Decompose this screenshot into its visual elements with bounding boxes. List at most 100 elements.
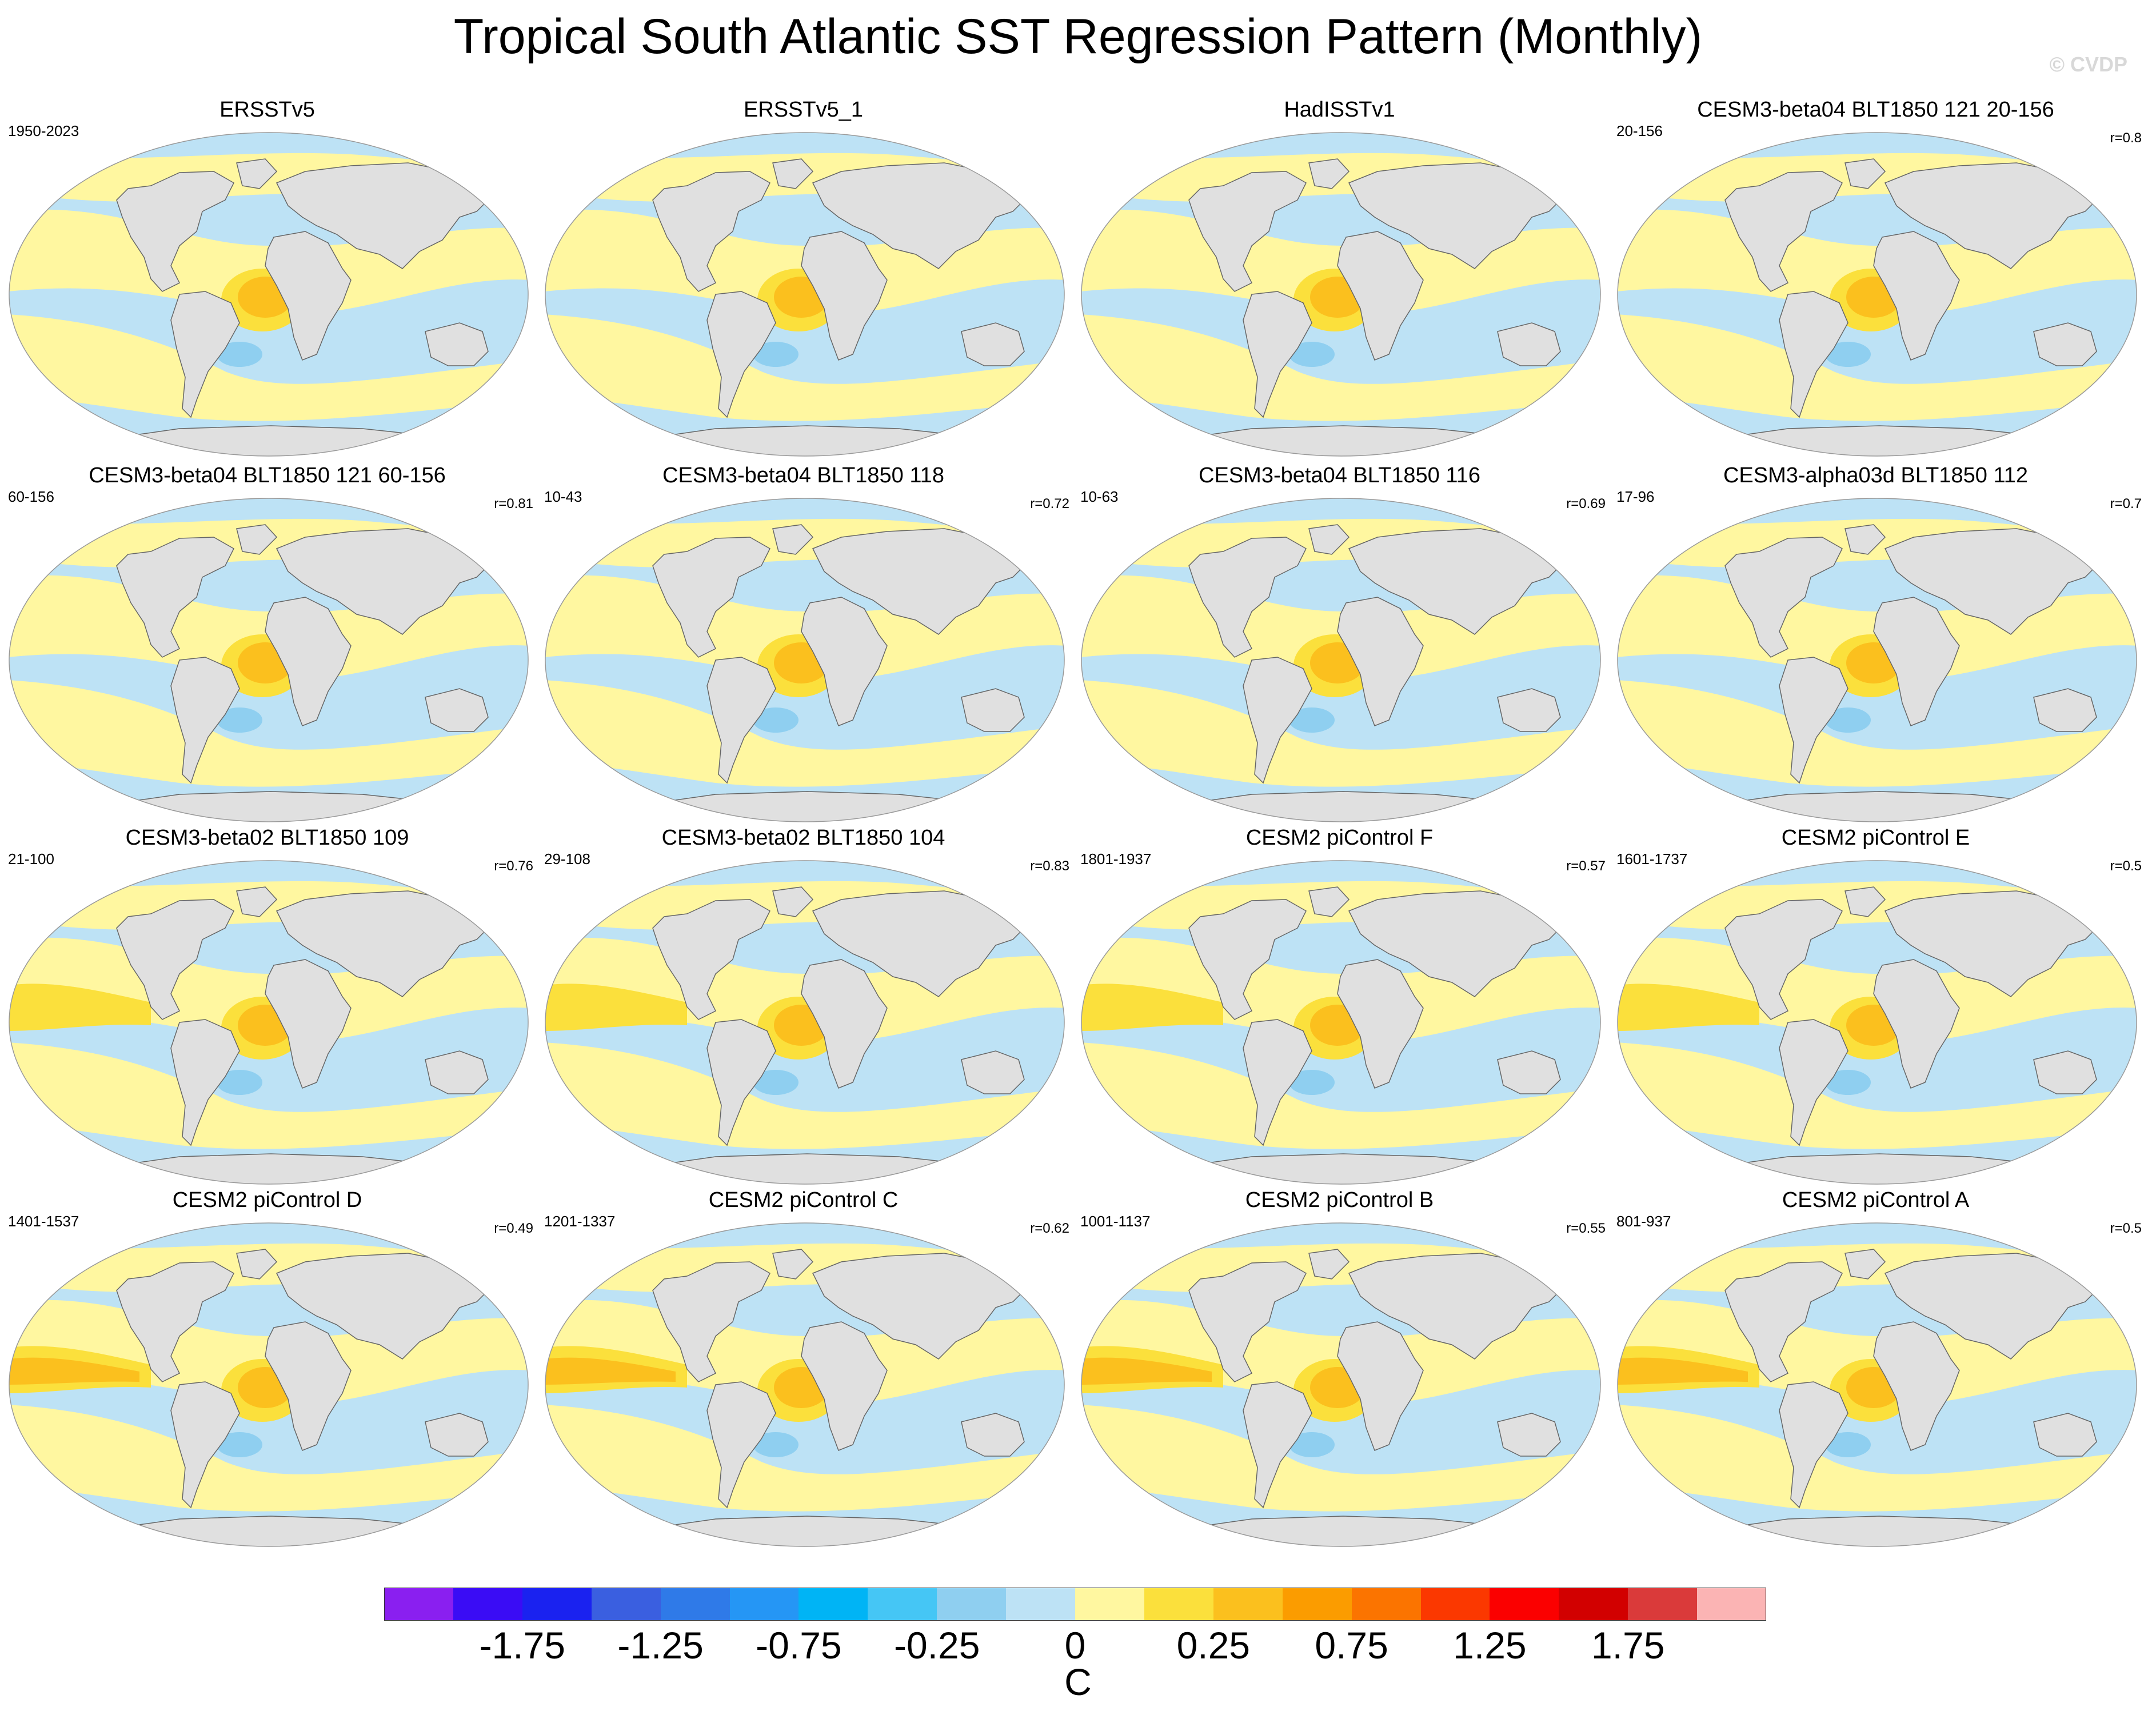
colorbar-swatch — [798, 1588, 868, 1621]
panel-years: 60-156 — [8, 488, 54, 505]
panel-title: HadISSTv1 — [1284, 98, 1395, 122]
map-panel: CESM3-beta04 BLT1850 121 60-156 60-156 r=0… — [0, 463, 534, 829]
colorbar-swatch — [1628, 1588, 1698, 1621]
map-panel: CESM2 piControl F 1801-1937 r=0.57 — [1072, 825, 1607, 1191]
colorbar-swatch — [1559, 1588, 1628, 1621]
map-panel: HadISSTv1 — [1072, 97, 1607, 463]
map-panel: CESM3-alpha03d BLT1850 112 17-96 r=0.7 — [1608, 463, 2143, 829]
world-map — [1617, 860, 2137, 1185]
panel-title: CESM2 piControl E — [1781, 826, 1970, 850]
colorbar-swatch — [384, 1588, 454, 1621]
panel-pattern-correlation: r=0.57 — [1566, 858, 1606, 874]
panel-title: CESM3-beta04 BLT1850 118 — [662, 463, 944, 487]
map-panel: CESM3-beta04 BLT1850 118 10-43 r=0.72 — [536, 463, 1071, 829]
world-map — [545, 132, 1065, 457]
watermark: © CVDP — [2049, 53, 2127, 76]
world-map — [545, 1222, 1065, 1547]
map-panel: CESM3-beta04 BLT1850 116 10-63 r=0.69 — [1072, 463, 1607, 829]
map-panel: CESM2 piControl E 1601-1737 r=0.5 — [1608, 825, 2143, 1191]
panel-title: CESM3-beta04 BLT1850 121 60-156 — [89, 463, 446, 487]
panel-years: 20-156 — [1616, 122, 1663, 139]
colorbar-swatch — [1213, 1588, 1283, 1621]
panel-title: CESM2 piControl D — [172, 1188, 362, 1212]
world-map — [545, 498, 1065, 822]
map-panel: CESM3-beta04 BLT1850 121 20-156 20-156 r=0… — [1608, 97, 2143, 463]
colorbar-unit-label: C — [1064, 1661, 1092, 1703]
colorbar-swatch — [1144, 1588, 1214, 1621]
map-panel: CESM2 piControl A 801-937 r=0.5 — [1608, 1188, 2143, 1553]
panel-title: CESM2 piControl C — [708, 1188, 899, 1212]
colorbar-swatch — [453, 1588, 523, 1621]
colorbar-swatch — [1351, 1588, 1421, 1621]
panel-years: 17-96 — [1616, 488, 1655, 505]
map-panel: CESM3-beta02 BLT1850 109 21-100 r=0.76 — [0, 825, 534, 1191]
world-map — [9, 132, 529, 457]
world-map — [9, 860, 529, 1185]
map-panel: ERSSTv5 1950-2023 — [0, 97, 534, 463]
colorbar-tick-label: -1.75 — [479, 1624, 566, 1666]
panel-title: CESM2 piControl F — [1245, 826, 1434, 850]
panel-years: 29-108 — [544, 850, 590, 868]
colorbar-tick-label: 1.25 — [1453, 1624, 1527, 1666]
panel-pattern-correlation: r=0.76 — [494, 858, 533, 874]
colorbar-tick-label: 0.25 — [1176, 1624, 1251, 1666]
panel-title: CESM3-alpha03d BLT1850 112 — [1723, 463, 2029, 487]
world-map — [1081, 132, 1601, 457]
panel-pattern-correlation: r=0.5 — [2110, 1221, 2142, 1236]
panel-years: 1201-1337 — [544, 1213, 616, 1230]
panel-years: 10-63 — [1080, 488, 1119, 505]
panel-pattern-correlation: r=0.49 — [494, 1221, 533, 1236]
map-panel: CESM2 piControl D 1401-1537 r=0.49 — [0, 1188, 534, 1553]
colorbar-tick-label: -0.25 — [893, 1624, 980, 1666]
panel-pattern-correlation: r=0.83 — [1030, 858, 1069, 874]
map-panel: CESM2 piControl C 1201-1337 r=0.62 — [536, 1188, 1071, 1553]
panel-pattern-correlation: r=0.55 — [1566, 1221, 1606, 1236]
colorbar-tick-label: 0 — [1064, 1624, 1086, 1666]
panel-title: CESM3-beta02 BLT1850 109 — [125, 826, 409, 850]
colorbar-swatch — [937, 1588, 1007, 1621]
colorbar-swatch — [868, 1588, 937, 1621]
figure-title: Tropical South Atlantic SST Regression P… — [453, 9, 1703, 64]
panel-title: CESM2 piControl A — [1782, 1188, 1970, 1212]
colorbar-swatch — [660, 1588, 730, 1621]
colorbar-tick-label: -1.25 — [617, 1624, 704, 1666]
panel-title: CESM2 piControl B — [1245, 1188, 1434, 1212]
colorbar-swatch — [1490, 1588, 1559, 1621]
panel-title: CESM3-beta04 BLT1850 121 20-156 — [1697, 98, 2054, 122]
world-map — [1081, 498, 1601, 822]
panel-title: CESM3-beta02 BLT1850 104 — [661, 826, 945, 850]
colorbar-swatch — [1282, 1588, 1352, 1621]
world-map — [545, 860, 1065, 1185]
panel-title: ERSSTv5_1 — [743, 98, 864, 122]
panel-years: 1601-1737 — [1616, 850, 1688, 868]
colorbar-swatch — [1006, 1588, 1076, 1621]
world-map — [9, 1222, 529, 1547]
colorbar-swatch — [522, 1588, 592, 1621]
world-map — [1617, 1222, 2137, 1547]
colorbar-swatch — [1420, 1588, 1490, 1621]
panel-years: 801-937 — [1616, 1213, 1671, 1230]
panel-years: 1001-1137 — [1080, 1213, 1151, 1230]
panel-years: 10-43 — [544, 488, 582, 505]
colorbar-tick-label: -0.75 — [756, 1624, 842, 1666]
panel-pattern-correlation: r=0.7 — [2110, 496, 2142, 511]
colorbar-swatch — [591, 1588, 661, 1621]
colorbar-tick-label: 0.75 — [1315, 1624, 1388, 1666]
panel-years: 1950-2023 — [8, 122, 79, 139]
map-panel: CESM2 piControl B 1001-1137 r=0.55 — [1072, 1188, 1607, 1553]
world-map — [9, 498, 529, 822]
map-panel: ERSSTv5_1 — [536, 97, 1071, 463]
colorbar-swatch — [1075, 1588, 1145, 1621]
map-panel: CESM3-beta02 BLT1850 104 29-108 r=0.83 — [536, 825, 1071, 1191]
colorbar-swatch — [1697, 1588, 1767, 1621]
colorbar — [384, 1588, 1767, 1621]
world-map — [1617, 498, 2137, 822]
world-map — [1081, 1222, 1601, 1547]
panel-pattern-correlation: r=0.81 — [494, 496, 533, 511]
panel-pattern-correlation: r=0.5 — [2110, 858, 2142, 874]
panel-title: CESM3-beta04 BLT1850 116 — [1199, 463, 1480, 487]
panel-pattern-correlation: r=0.62 — [1030, 1221, 1069, 1236]
world-map — [1081, 860, 1601, 1185]
colorbar-tick-label: 1.75 — [1591, 1624, 1665, 1666]
panel-years: 1401-1537 — [8, 1213, 79, 1230]
